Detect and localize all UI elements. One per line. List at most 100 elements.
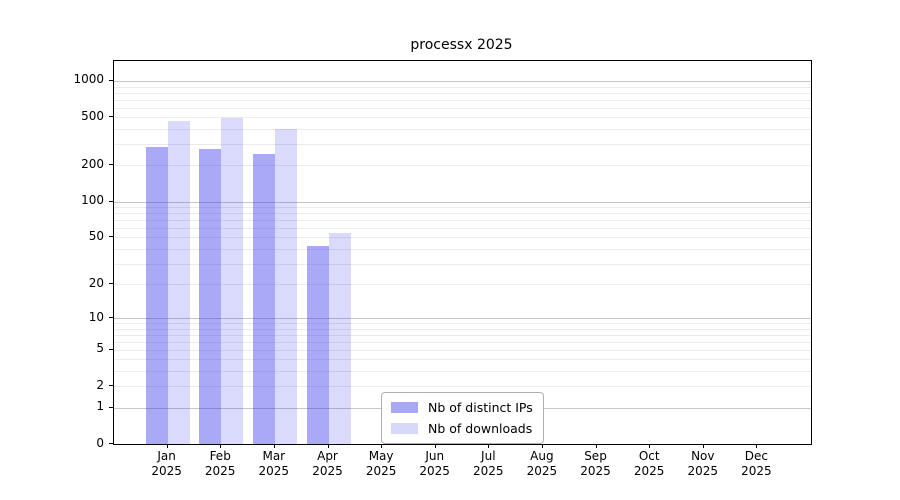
y-tick-mark (109, 385, 113, 387)
x-tick-year: 2025 (204, 464, 236, 478)
x-tick-mark (595, 444, 597, 448)
x-tick-year: 2025 (741, 464, 772, 478)
x-tick-mark (327, 444, 329, 448)
y-axis-tick-label: 200 (81, 156, 104, 171)
bar-nb-of-distinct-ips (199, 149, 222, 444)
bar-nb-of-downloads (274, 129, 297, 444)
x-tick-year: 2025 (580, 464, 611, 478)
major-gridline (114, 80, 811, 82)
minor-gridline (114, 213, 811, 215)
legend-item: Nb of distinct IPs (391, 398, 533, 417)
bar-nb-of-downloads (221, 117, 244, 444)
x-axis-tick-label: May 2025 (349, 449, 413, 479)
x-tick-mark (220, 444, 222, 448)
y-tick-mark (109, 317, 113, 318)
legend-item: Nb of downloads (391, 419, 533, 438)
bar-nb-of-distinct-ips (145, 146, 168, 444)
x-tick-year: 2025 (258, 464, 290, 478)
y-axis-tick-label: 1000 (73, 72, 104, 87)
x-tick-mark (488, 444, 490, 448)
x-tick-mark (381, 444, 383, 448)
plot-area: Nb of distinct IPs Nb of downloads (113, 60, 812, 445)
x-tick-mark (541, 444, 543, 448)
x-tick-month: Mar (262, 449, 286, 463)
major-gridline (114, 318, 811, 319)
bar-nb-of-distinct-ips (252, 154, 275, 444)
minor-gridline (114, 328, 811, 330)
x-axis-tick-label: Jan 2025 (135, 449, 199, 479)
legend-label: Nb of downloads (428, 421, 533, 436)
x-tick-month: Jul (481, 449, 496, 463)
x-tick-month: Oct (638, 449, 660, 463)
minor-gridline (114, 107, 811, 109)
x-tick-month: Jan (157, 449, 176, 463)
minor-gridline (114, 341, 811, 343)
y-axis-tick-label: 500 (81, 108, 104, 123)
minor-gridline (114, 248, 811, 250)
minor-gridline (114, 165, 811, 167)
x-tick-month: Apr (317, 449, 338, 463)
x-tick-mark (166, 444, 168, 448)
minor-gridline (114, 334, 811, 336)
x-axis-tick-label: Dec 2025 (724, 449, 788, 479)
minor-gridline (114, 99, 811, 101)
x-axis-tick-label: Oct 2025 (617, 449, 681, 479)
x-tick-month: Sep (584, 449, 607, 463)
x-tick-month: Aug (530, 449, 554, 463)
x-tick-month: Jun (425, 449, 445, 463)
y-tick-mark (109, 236, 113, 238)
y-axis-tick-label: 0 (96, 435, 104, 450)
x-axis-tick-label: Sep 2025 (564, 449, 628, 479)
x-tick-month: May (368, 449, 394, 463)
x-tick-year: 2025 (687, 464, 719, 478)
minor-gridline (114, 237, 811, 239)
x-tick-mark (756, 444, 758, 448)
x-tick-mark (702, 444, 704, 448)
x-axis-tick-label: Aug 2025 (510, 449, 574, 479)
major-gridline (114, 201, 811, 203)
x-axis-tick-label: Feb 2025 (188, 449, 252, 479)
x-axis-tick-label: Nov 2025 (671, 449, 735, 479)
x-tick-mark (649, 444, 651, 448)
legend-swatch (391, 402, 418, 413)
minor-gridline (114, 92, 811, 94)
y-tick-mark (109, 283, 113, 284)
minor-gridline (114, 220, 811, 221)
x-axis-tick-label: Jul 2025 (456, 449, 520, 479)
y-axis-tick-label: 50 (88, 228, 104, 243)
x-tick-mark (434, 444, 436, 448)
x-axis-tick-label: Jun 2025 (403, 449, 467, 479)
legend-swatch (391, 423, 418, 434)
minor-gridline (114, 117, 811, 119)
y-tick-mark (109, 116, 113, 118)
minor-gridline (114, 129, 811, 130)
x-axis-tick-label: Apr 2025 (296, 449, 360, 479)
y-tick-mark (109, 406, 113, 408)
x-tick-month: Feb (209, 449, 231, 463)
minor-gridline (114, 86, 811, 88)
x-tick-year: 2025 (365, 464, 397, 478)
x-tick-month: Nov (691, 449, 715, 463)
minor-gridline (114, 284, 811, 285)
y-axis-tick-label: 10 (88, 309, 104, 324)
x-tick-mark (273, 444, 275, 448)
legend: Nb of distinct IPs Nb of downloads (381, 392, 544, 444)
x-tick-year: 2025 (151, 464, 182, 478)
chart-title: processx 2025 (410, 37, 513, 53)
y-axis-tick-label: 1 (96, 399, 104, 414)
x-axis-tick-label: Mar 2025 (242, 449, 306, 479)
minor-gridline (114, 386, 811, 388)
minor-gridline (114, 371, 811, 373)
bar-nb-of-downloads (167, 121, 190, 444)
minor-gridline (114, 144, 811, 146)
legend-label: Nb of distinct IPs (428, 400, 533, 415)
y-axis-tick-label: 100 (81, 193, 104, 207)
minor-gridline (114, 359, 811, 361)
minor-gridline (114, 263, 811, 265)
y-tick-mark (109, 443, 113, 444)
y-tick-mark (109, 164, 113, 166)
y-tick-mark (109, 200, 113, 202)
bar-nb-of-distinct-ips (306, 246, 329, 444)
minor-gridline (114, 349, 811, 351)
